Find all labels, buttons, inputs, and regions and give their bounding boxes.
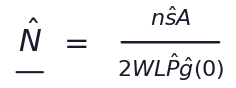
Text: $2WL\hat{P}\hat{g}(0)$: $2WL\hat{P}\hat{g}(0)$ (117, 51, 224, 83)
Text: $\hat{N}$: $\hat{N}$ (18, 22, 42, 59)
Text: $=$: $=$ (58, 27, 88, 58)
Text: $n\hat{s}A$: $n\hat{s}A$ (150, 7, 191, 31)
